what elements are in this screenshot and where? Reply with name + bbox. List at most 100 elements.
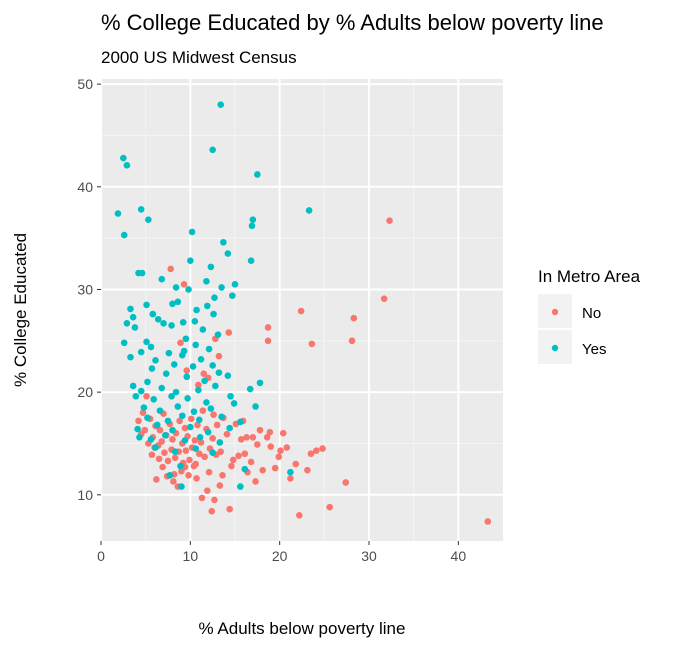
point-yes [209,449,216,457]
point-yes [185,286,192,293]
point-yes [179,319,187,326]
y-axis-title: % College Educated [11,233,30,387]
point-yes [143,338,150,346]
point-yes [287,468,294,476]
point-yes [162,370,170,377]
point-yes [256,379,264,387]
legend: In Metro Area No Yes [538,267,641,364]
point-yes [137,387,145,395]
point-yes [171,448,179,455]
point-no [225,329,233,336]
point-yes [138,269,146,277]
point-yes [169,300,176,308]
point-yes [190,408,198,415]
point-yes [196,434,204,441]
legend-key-no [551,308,559,316]
point-yes [132,392,140,400]
point-no [319,445,326,452]
point-no [139,409,147,416]
point-no [266,428,274,436]
point-yes [207,405,215,412]
point-yes [131,324,139,331]
data-points [114,101,492,525]
point-no [228,462,235,470]
point-yes [246,385,254,393]
point-no [312,447,320,454]
point-no [226,505,233,513]
point-no [264,324,272,331]
point-yes [177,462,184,470]
point-yes [153,421,161,429]
x-tick-label: 20 [272,548,288,564]
point-no [256,426,264,434]
point-yes [220,238,227,246]
y-tick-label: 20 [77,384,93,400]
x-tick-label: 0 [97,548,105,564]
point-yes [168,392,175,400]
point-no [198,494,206,502]
point-yes [204,302,211,310]
point-yes [174,403,182,410]
point-yes [140,404,148,411]
point-yes [147,436,155,443]
point-yes [209,362,216,369]
point-no [200,370,208,377]
point-no [275,453,283,461]
point-yes [150,396,158,403]
point-no [181,424,189,432]
point-no [182,447,190,454]
point-yes [212,382,219,390]
point-no [279,429,287,437]
x-axis-ticks: 0 10 20 30 40 [97,541,466,564]
point-no [229,456,237,464]
point-yes [180,347,188,355]
point-no [386,217,393,224]
point-yes [137,206,145,213]
point-yes [160,320,167,327]
point-yes [148,365,156,372]
point-yes [237,483,244,490]
point-yes [184,394,191,402]
point-no [264,337,272,345]
point-no [204,487,211,494]
point-yes [120,154,127,162]
point-yes [211,294,218,301]
point-no [171,454,179,462]
point-no [135,417,142,425]
point-yes [145,216,152,223]
point-yes [305,207,313,214]
point-no [148,451,156,459]
point-no [308,340,316,348]
y-tick-label: 30 [77,281,93,297]
point-no [159,463,166,471]
point-yes [182,335,190,343]
point-yes [189,363,197,370]
point-yes [164,417,172,425]
point-yes [144,414,151,422]
point-yes [193,306,200,314]
point-yes [248,222,256,230]
point-yes [156,407,164,414]
y-tick-label: 50 [77,76,93,92]
point-yes [230,400,238,407]
point-no [484,518,492,525]
point-yes [178,483,185,490]
x-tick-label: 40 [451,548,467,564]
point-yes [137,348,145,356]
point-no [307,450,315,458]
point-yes [227,392,234,400]
point-no [194,421,201,429]
y-tick-label: 40 [77,179,93,195]
point-no [177,339,184,347]
point-yes [197,355,205,363]
point-yes [210,310,217,318]
point-no [183,367,191,374]
point-yes [203,277,210,285]
x-tick-label: 10 [183,548,199,564]
point-no [176,417,183,425]
point-no [247,458,255,466]
point-no [342,479,350,486]
point-no [215,352,223,360]
point-no [283,444,291,451]
